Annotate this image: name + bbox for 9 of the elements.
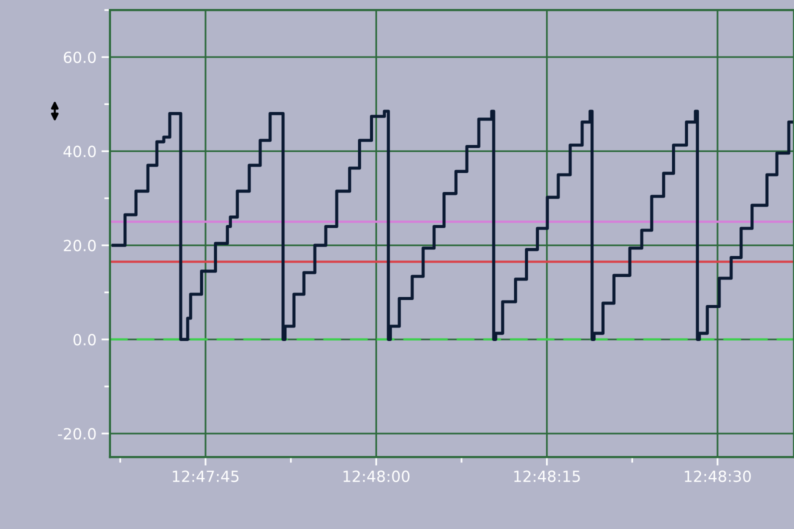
y-tick-label: 20.0: [64, 240, 96, 252]
x-tick-label: 12:48:00: [344, 470, 410, 482]
x-tick-label: 12:48:30: [684, 470, 751, 482]
x-tick-label: 12:48:15: [514, 470, 580, 482]
y-tick-label: 0.0: [73, 334, 96, 346]
x-tick-label: 12:47:45: [172, 470, 238, 482]
y-tick-label: 40.0: [64, 146, 96, 158]
y-tick-label: 60.0: [64, 52, 96, 64]
y-tick-label: -20.0: [58, 428, 96, 440]
